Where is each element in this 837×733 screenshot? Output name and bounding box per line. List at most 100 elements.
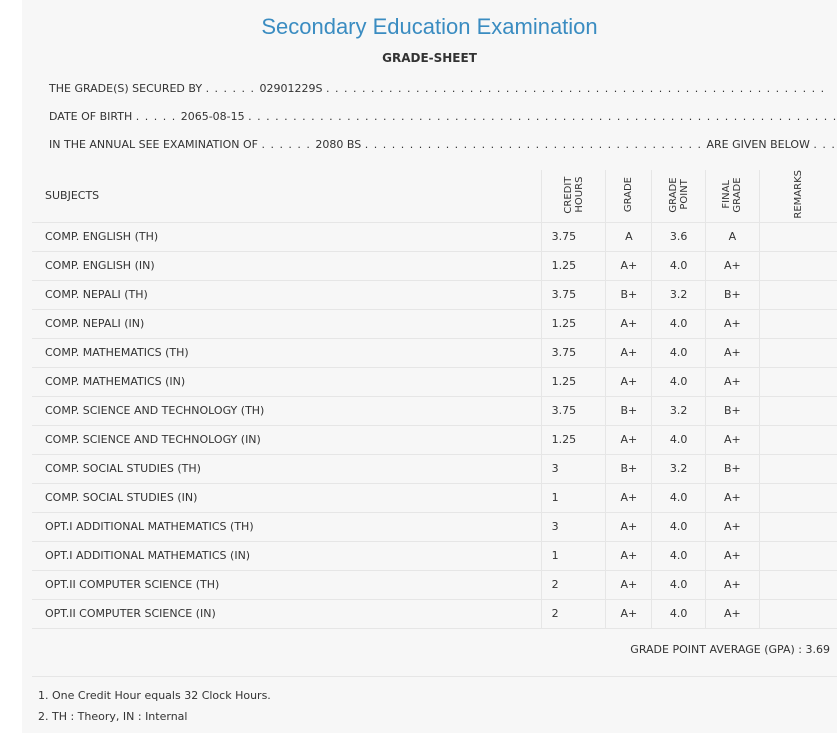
credit-hours-cell: 1.25	[540, 367, 606, 397]
subject-cell: OPT.I ADDITIONAL MATHEMATICS (TH)	[32, 512, 542, 542]
table-row: OPT.II COMPUTER SCIENCE (IN) 2 A+ 4.0 A+	[32, 599, 837, 629]
subject-cell: COMP. MATHEMATICS (IN)	[32, 367, 542, 397]
dob-line: DATE OF BIRTH . . . . . 2065-08-15 . . .…	[49, 110, 837, 123]
remarks-cell	[758, 338, 837, 368]
grade-point-cell: 4.0	[651, 425, 706, 455]
header-credit-hours: CREDIT HOURS	[540, 170, 606, 223]
subject-cell: COMP. SCIENCE AND TECHNOLOGY (IN)	[32, 425, 542, 455]
page-subtitle: GRADE-SHEET	[382, 51, 477, 65]
remarks-cell	[758, 309, 837, 339]
credit-hours-cell: 3.75	[540, 222, 606, 252]
table-row: COMP. ENGLISH (IN) 1.25 A+ 4.0 A+	[32, 251, 837, 281]
grade-cell: A+	[605, 367, 652, 397]
grade-cell: A	[605, 222, 652, 252]
exam-year: 2080 BS	[315, 138, 362, 151]
final-grade-cell: A+	[705, 309, 760, 339]
remarks-cell	[758, 512, 837, 542]
grade-cell: A+	[605, 338, 652, 368]
header-grade-point: GRADE POINT	[651, 170, 706, 223]
note-2: 2. TH : Theory, IN : Internal	[38, 710, 188, 723]
left-margin	[0, 0, 22, 733]
dob-label: DATE OF BIRTH	[49, 110, 133, 123]
credit-hours-cell: 1.25	[540, 309, 606, 339]
grade-cell: B+	[605, 280, 652, 310]
grade-cell: A+	[605, 251, 652, 281]
grade-point-cell: 4.0	[651, 570, 706, 600]
final-grade-cell: A+	[705, 599, 760, 629]
grade-point-cell: 4.0	[651, 483, 706, 513]
table-row: COMP. SCIENCE AND TECHNOLOGY (IN) 1.25 A+ 4…	[32, 425, 837, 455]
header-subjects: SUBJECTS	[32, 170, 542, 223]
grade-cell: B+	[605, 454, 652, 484]
remarks-cell	[758, 541, 837, 571]
exam-line: IN THE ANNUAL SEE EXAMINATION OF . . . .…	[49, 138, 836, 151]
credit-hours-cell: 1.25	[540, 425, 606, 455]
grade-cell: A+	[605, 570, 652, 600]
table-row: OPT.II COMPUTER SCIENCE (TH) 2 A+ 4.0 A+	[32, 570, 837, 600]
page-title: Secondary Education Examination	[261, 14, 598, 39]
remarks-cell	[758, 367, 837, 397]
header-grade: GRADE	[605, 170, 652, 223]
grade-point-cell: 4.0	[651, 599, 706, 629]
credit-hours-cell: 3.75	[540, 280, 606, 310]
subject-cell: OPT.I ADDITIONAL MATHEMATICS (IN)	[32, 541, 542, 571]
grades-table: SUBJECTS CREDIT HOURS GRADE GRADE POINT …	[32, 170, 837, 629]
grade-point-cell: 4.0	[651, 251, 706, 281]
final-grade-cell: B+	[705, 280, 760, 310]
remarks-cell	[758, 425, 837, 455]
table-row: COMP. MATHEMATICS (TH) 3.75 A+ 4.0 A+	[32, 338, 837, 368]
final-grade-cell: A	[705, 222, 760, 252]
remarks-cell	[758, 570, 837, 600]
final-grade-cell: A+	[705, 570, 760, 600]
grade-sheet: Secondary Education Examination GRADE-SH…	[22, 0, 837, 733]
grade-point-cell: 4.0	[651, 541, 706, 571]
grade-cell: B+	[605, 396, 652, 426]
credit-hours-cell: 3	[540, 454, 606, 484]
grade-cell: A+	[605, 425, 652, 455]
remarks-cell	[758, 251, 837, 281]
header-final-grade: FINAL GRADE	[705, 170, 760, 223]
gpa-summary: GRADE POINT AVERAGE (GPA) : 3.69	[630, 643, 830, 656]
credit-hours-cell: 3.75	[540, 338, 606, 368]
table-header-row: SUBJECTS CREDIT HOURS GRADE GRADE POINT …	[32, 170, 837, 223]
subject-cell: COMP. MATHEMATICS (TH)	[32, 338, 542, 368]
final-grade-cell: B+	[705, 396, 760, 426]
grade-point-cell: 4.0	[651, 309, 706, 339]
table-row: COMP. MATHEMATICS (IN) 1.25 A+ 4.0 A+	[32, 367, 837, 397]
secured-by-label: THE GRADE(S) SECURED BY	[49, 82, 203, 95]
subject-cell: COMP. SOCIAL STUDIES (IN)	[32, 483, 542, 513]
remarks-cell	[758, 396, 837, 426]
table-row: OPT.I ADDITIONAL MATHEMATICS (IN) 1 A+ 4.0 A…	[32, 541, 837, 571]
final-grade-cell: A+	[705, 367, 760, 397]
table-row: OPT.I ADDITIONAL MATHEMATICS (TH) 3 A+ 4.0 A…	[32, 512, 837, 542]
credit-hours-cell: 1	[540, 483, 606, 513]
grade-point-cell: 3.6	[651, 222, 706, 252]
final-grade-cell: A+	[705, 425, 760, 455]
grade-point-cell: 3.2	[651, 454, 706, 484]
divider	[32, 676, 837, 677]
note-1: 1. One Credit Hour equals 32 Clock Hours…	[38, 689, 271, 702]
credit-hours-cell: 2	[540, 599, 606, 629]
subject-cell: COMP. ENGLISH (TH)	[32, 222, 542, 252]
grade-point-cell: 4.0	[651, 512, 706, 542]
final-grade-cell: B+	[705, 454, 760, 484]
credit-hours-cell: 3	[540, 512, 606, 542]
header-remarks: REMARKS	[758, 170, 837, 223]
remarks-cell	[758, 454, 837, 484]
grade-point-cell: 3.2	[651, 280, 706, 310]
subject-cell: COMP. NEPALI (IN)	[32, 309, 542, 339]
table-row: COMP. SCIENCE AND TECHNOLOGY (TH) 3.75 B+ 3…	[32, 396, 837, 426]
final-grade-cell: A+	[705, 338, 760, 368]
credit-hours-cell: 1.25	[540, 251, 606, 281]
remarks-cell	[758, 222, 837, 252]
exam-label: IN THE ANNUAL SEE EXAMINATION OF	[49, 138, 258, 151]
remarks-cell	[758, 483, 837, 513]
given-below: ARE GIVEN BELOW	[706, 138, 810, 151]
table-row: COMP. SOCIAL STUDIES (TH) 3 B+ 3.2 B+	[32, 454, 837, 484]
final-grade-cell: A+	[705, 512, 760, 542]
subject-cell: COMP. ENGLISH (IN)	[32, 251, 542, 281]
secured-by-line: THE GRADE(S) SECURED BY . . . . . . 0290…	[49, 82, 826, 95]
grade-cell: A+	[605, 541, 652, 571]
remarks-cell	[758, 599, 837, 629]
table-row: COMP. NEPALI (TH) 3.75 B+ 3.2 B+	[32, 280, 837, 310]
